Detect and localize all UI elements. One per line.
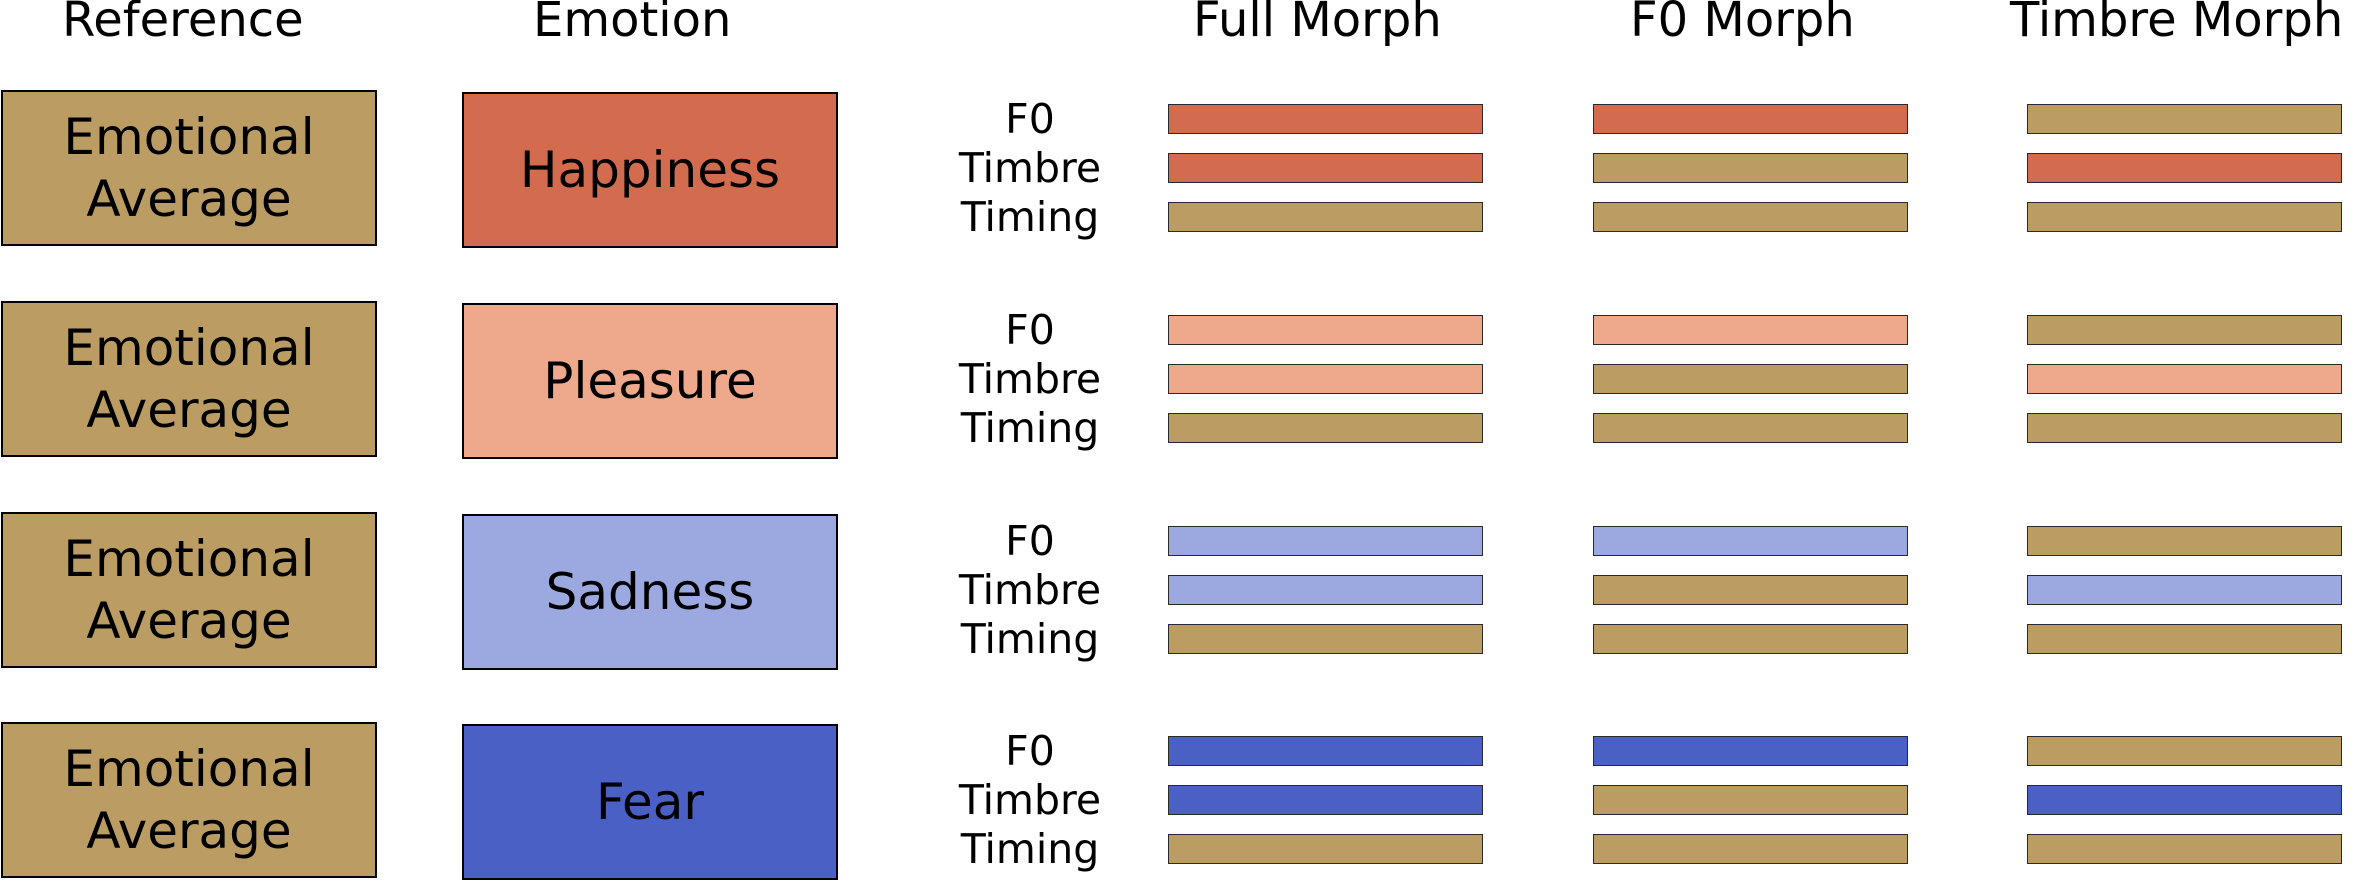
feature-label-timing: Timing xyxy=(960,825,1100,873)
f0-morph-timing-bar xyxy=(1593,413,1908,443)
feature-label-timbre: Timbre xyxy=(958,566,1102,614)
feature-label-timbre: Timbre xyxy=(958,144,1102,192)
emotion-box-label: Pleasure xyxy=(543,352,757,410)
feature-label-timing: Timing xyxy=(960,404,1100,452)
timbre-morph-timbre-bar xyxy=(2027,153,2342,183)
f0-morph-timbre-bar xyxy=(1593,364,1908,394)
emotion-box-label: Happiness xyxy=(519,141,781,199)
f0-morph-timbre-bar xyxy=(1593,575,1908,605)
full-morph-f0-bar xyxy=(1168,736,1483,766)
reference-box: Emotional Average xyxy=(1,90,377,246)
timbre-morph-timing-bar xyxy=(2027,624,2342,654)
reference-box: Emotional Average xyxy=(1,301,377,457)
full-morph-timbre-bar xyxy=(1168,364,1483,394)
emotion-box-sadness: Sadness xyxy=(462,514,838,670)
reference-box-label: Emotional Average xyxy=(63,108,315,228)
f0-morph-f0-bar xyxy=(1593,526,1908,556)
timbre-morph-timbre-bar xyxy=(2027,785,2342,815)
timbre-morph-f0-bar xyxy=(2027,104,2342,134)
f0-morph-f0-bar xyxy=(1593,736,1908,766)
timbre-morph-timing-bar xyxy=(2027,834,2342,864)
full-morph-timing-bar xyxy=(1168,624,1483,654)
feature-label-f0: F0 xyxy=(1005,517,1055,565)
full-morph-f0-bar xyxy=(1168,526,1483,556)
feature-label-timing: Timing xyxy=(960,193,1100,241)
reference-box: Emotional Average xyxy=(1,512,377,668)
emotion-column-header: Emotion xyxy=(533,0,732,48)
f0-morph-f0-bar xyxy=(1593,104,1908,134)
full-morph-f0-bar xyxy=(1168,104,1483,134)
full-morph-timbre-bar xyxy=(1168,575,1483,605)
reference-box-label: Emotional Average xyxy=(63,530,315,650)
timbre-morph-timbre-bar xyxy=(2027,364,2342,394)
emotion-box-fear: Fear xyxy=(462,724,838,880)
f0-morph-timing-bar xyxy=(1593,834,1908,864)
feature-label-timbre: Timbre xyxy=(958,355,1102,403)
f0-morph-timbre-bar xyxy=(1593,153,1908,183)
emotion-box-label: Fear xyxy=(596,773,704,831)
f0-morph-column-header: F0 Morph xyxy=(1630,0,1855,48)
feature-label-f0: F0 xyxy=(1005,95,1055,143)
f0-morph-timing-bar xyxy=(1593,202,1908,232)
f0-morph-timbre-bar xyxy=(1593,785,1908,815)
feature-label-f0: F0 xyxy=(1005,727,1055,775)
timbre-morph-timing-bar xyxy=(2027,413,2342,443)
feature-label-f0: F0 xyxy=(1005,306,1055,354)
full-morph-f0-bar xyxy=(1168,315,1483,345)
emotion-box-label: Sadness xyxy=(545,563,755,621)
timbre-morph-f0-bar xyxy=(2027,526,2342,556)
full-morph-column-header: Full Morph xyxy=(1193,0,1442,48)
reference-box: Emotional Average xyxy=(1,722,377,878)
timbre-morph-column-header: Timbre Morph xyxy=(2010,0,2344,48)
full-morph-timing-bar xyxy=(1168,834,1483,864)
f0-morph-timing-bar xyxy=(1593,624,1908,654)
timbre-morph-f0-bar xyxy=(2027,315,2342,345)
emotion-box-pleasure: Pleasure xyxy=(462,303,838,459)
full-morph-timbre-bar xyxy=(1168,785,1483,815)
feature-label-timbre: Timbre xyxy=(958,776,1102,824)
f0-morph-f0-bar xyxy=(1593,315,1908,345)
timbre-morph-timing-bar xyxy=(2027,202,2342,232)
feature-label-timing: Timing xyxy=(960,615,1100,663)
reference-box-label: Emotional Average xyxy=(63,319,315,439)
timbre-morph-f0-bar xyxy=(2027,736,2342,766)
reference-box-label: Emotional Average xyxy=(63,740,315,860)
timbre-morph-timbre-bar xyxy=(2027,575,2342,605)
full-morph-timing-bar xyxy=(1168,202,1483,232)
reference-column-header: Reference xyxy=(62,0,304,48)
full-morph-timbre-bar xyxy=(1168,153,1483,183)
full-morph-timing-bar xyxy=(1168,413,1483,443)
emotion-box-happiness: Happiness xyxy=(462,92,838,248)
